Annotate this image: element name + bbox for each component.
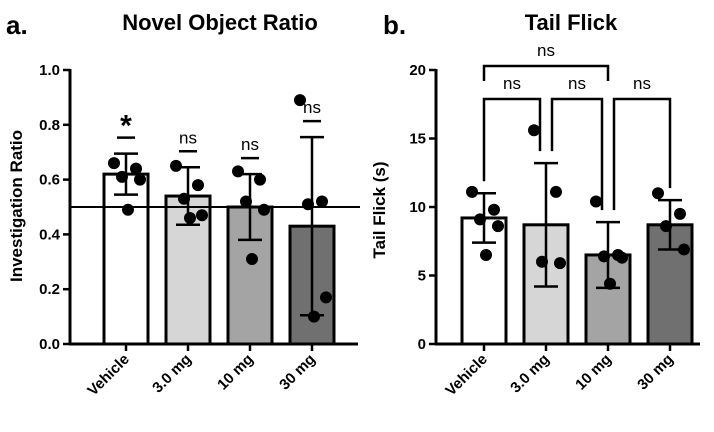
annotation-label-0-2: ns [241, 135, 259, 154]
comparison-label-1-0: ns [537, 41, 555, 60]
data-point-0-0-2 [116, 170, 128, 183]
panel-a-title: Novel Object Ratio [122, 10, 318, 35]
comparison-bracket-1-3 [612, 97, 672, 211]
x-tick-label-0-0: Vehicle [84, 351, 133, 400]
data-point-1-2-2 [598, 250, 610, 263]
data-point-0-0-4 [122, 203, 134, 216]
panel-b-label: b. [383, 10, 406, 40]
data-point-0-3-0 [294, 94, 306, 107]
data-point-0-2-4 [246, 253, 258, 266]
panel-b-title: Tail Flick [525, 10, 618, 35]
data-point-0-1-2 [178, 192, 190, 205]
data-point-0-1-0 [170, 159, 182, 172]
data-point-1-0-1 [488, 203, 500, 216]
y-tick-label-0-1: 0.2 [39, 281, 60, 298]
y-tick-label-0-3: 0.6 [39, 172, 60, 189]
data-point-1-3-0 [652, 187, 664, 200]
x-tick-label-1-2: 10 mg [572, 351, 615, 394]
comparison-label-1-3: ns [633, 74, 651, 93]
comparison-bracket-1-1 [482, 97, 542, 182]
x-tick-label-1-3: 30 mg [634, 351, 677, 394]
data-point-1-0-4 [480, 248, 492, 261]
y-tick-label-0-2: 0.4 [39, 226, 61, 243]
x-tick-label-1-1: 3.0 mg [507, 351, 553, 397]
y-tick-label-1-4: 20 [409, 62, 426, 79]
x-tick-label-0-3: 30 mg [276, 351, 319, 394]
significance-star-0-0: * [120, 110, 132, 143]
data-point-1-0-3 [492, 220, 504, 233]
data-point-1-1-2 [536, 255, 548, 268]
y-tick-label-1-2: 10 [409, 199, 426, 216]
data-point-1-2-0 [590, 195, 602, 208]
data-point-1-1-0 [528, 124, 540, 137]
annotation-label-0-1: ns [179, 128, 197, 147]
data-point-1-1-3 [554, 257, 566, 270]
x-tick-label-0-1: 3.0 mg [149, 351, 195, 397]
data-point-1-3-2 [660, 220, 672, 233]
data-point-0-2-2 [240, 195, 252, 208]
data-point-1-0-2 [474, 213, 486, 226]
x-tick-label-1-0: Vehicle [442, 351, 491, 400]
data-point-0-2-1 [254, 173, 266, 186]
panel-b: b. Tail Flick Tail Flick (s) 0 5 10 15 20 Veh… [370, 10, 700, 399]
data-point-1-2-3 [616, 251, 628, 264]
panel-b-ylabel: Tail Flick (s) [370, 162, 389, 259]
panel-a: a. Novel Object Ratio Investigation Rati… [6, 10, 360, 399]
y-tick-label-0-5: 1.0 [39, 62, 60, 79]
comparison-label-1-2: ns [568, 74, 586, 93]
panel-a-label: a. [6, 10, 28, 40]
data-point-0-3-3 [320, 291, 332, 304]
data-point-1-1-1 [550, 185, 562, 198]
data-point-0-0-3 [134, 173, 146, 186]
comparison-label-1-1: ns [503, 74, 521, 93]
y-tick-label-1-0: 0 [418, 336, 426, 353]
data-point-0-1-3 [196, 209, 208, 222]
comparison-bracket-1-0 [482, 64, 610, 81]
data-point-0-3-1 [316, 195, 328, 208]
data-point-0-2-0 [232, 165, 244, 178]
data-point-0-0-1 [130, 162, 142, 175]
data-point-0-0-0 [108, 157, 120, 170]
y-tick-label-0-4: 0.8 [39, 117, 60, 134]
panel-a-ylabel: Investigation Ratio [7, 130, 26, 282]
y-tick-label-1-1: 5 [418, 268, 426, 285]
data-point-0-3-4 [308, 310, 320, 323]
annotation-label-0-3: ns [303, 98, 321, 117]
comparison-bracket-1-2 [550, 97, 604, 211]
x-tick-label-0-2: 10 mg [214, 351, 257, 394]
data-point-0-2-3 [258, 203, 270, 216]
y-tick-label-1-3: 15 [409, 131, 426, 148]
data-point-0-3-2 [302, 198, 314, 211]
data-point-1-3-1 [674, 207, 686, 220]
data-point-1-3-3 [678, 243, 690, 256]
data-point-1-2-4 [604, 277, 616, 290]
data-point-0-1-1 [192, 179, 204, 192]
data-point-0-1-4 [184, 211, 196, 224]
y-tick-label-0-0: 0.0 [39, 336, 60, 353]
data-point-1-0-0 [466, 185, 478, 198]
bar-0-0 [102, 172, 150, 346]
